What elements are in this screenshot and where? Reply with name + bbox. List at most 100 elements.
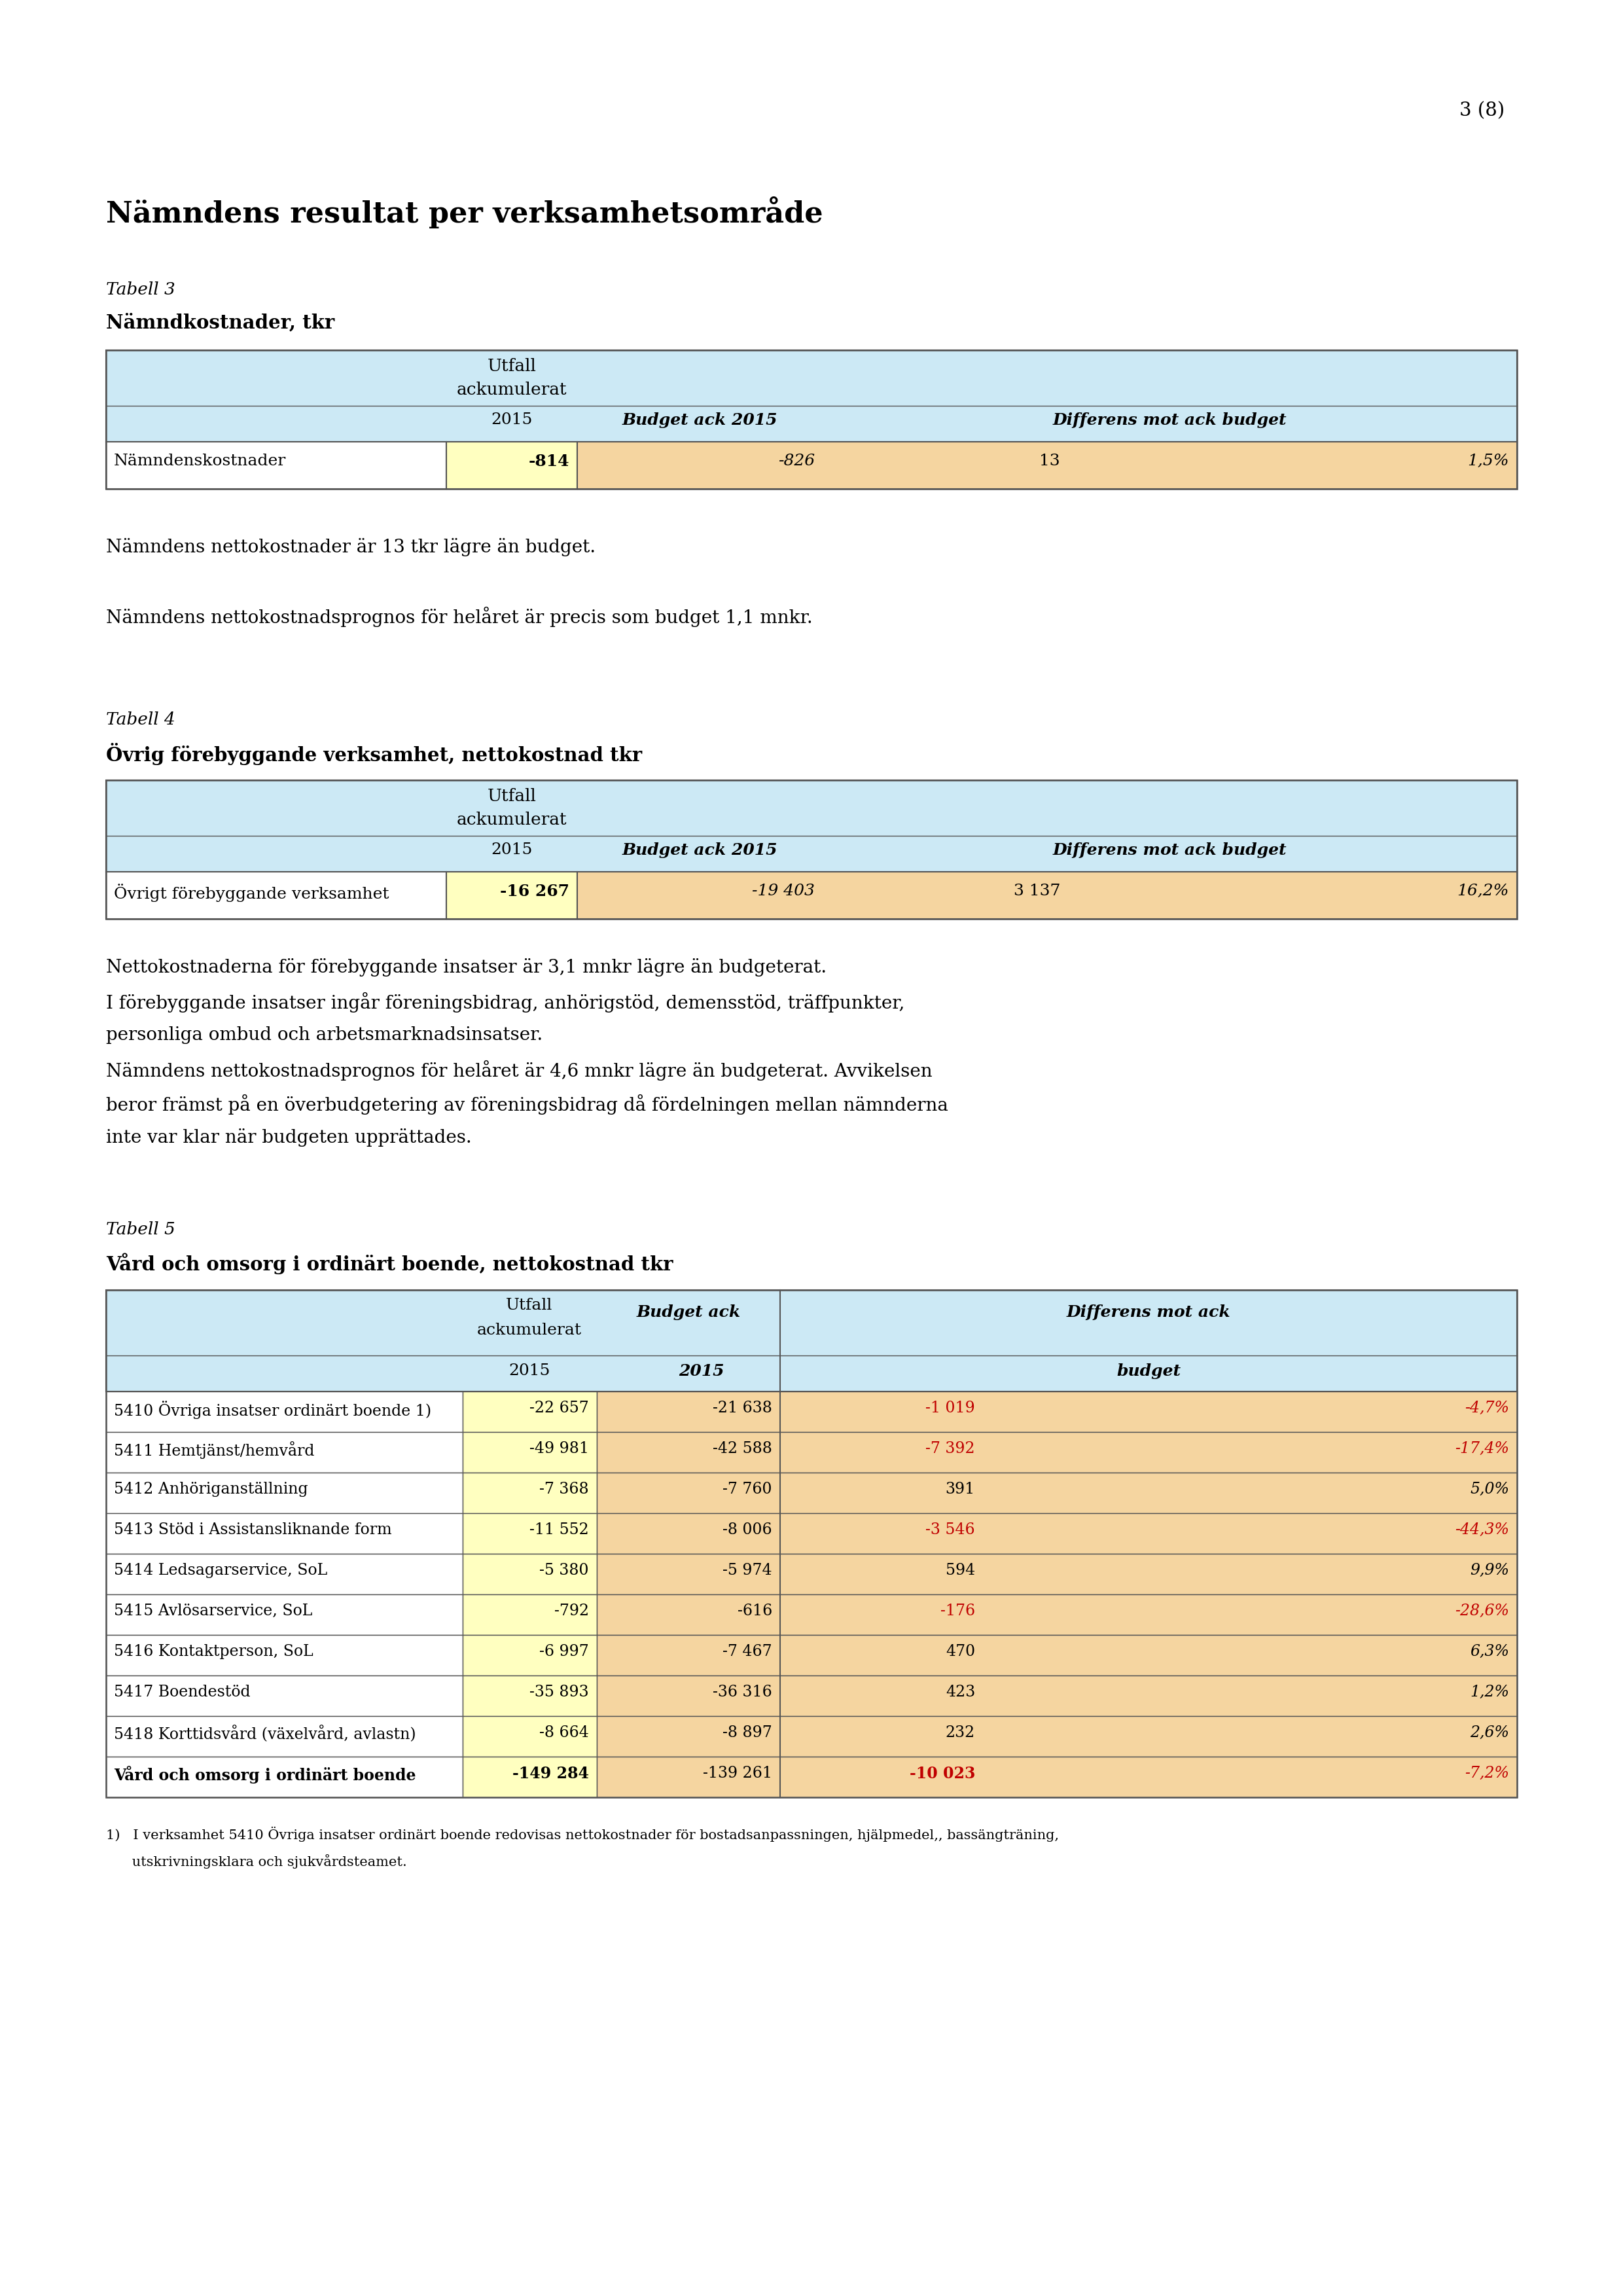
Bar — [597, 1593, 1518, 1635]
Text: -7 467: -7 467 — [722, 1644, 773, 1660]
Bar — [105, 1290, 1518, 1391]
Text: 5415 Avlösarservice, SoL: 5415 Avlösarservice, SoL — [114, 1603, 312, 1619]
Bar — [105, 1290, 1518, 1798]
Text: 5414 Ledsagarservice, SoL: 5414 Ledsagarservice, SoL — [114, 1564, 328, 1577]
Text: Övrig förebyggande verksamhet, nettokostnad tkr: Övrig förebyggande verksamhet, nettokost… — [105, 744, 643, 765]
Bar — [597, 1756, 1518, 1798]
Text: Differens mot ack budget: Differens mot ack budget — [1052, 843, 1287, 859]
Bar — [446, 441, 578, 489]
Text: -616: -616 — [737, 1603, 773, 1619]
Text: 3 (8): 3 (8) — [1459, 101, 1505, 119]
Text: 6,3%: 6,3% — [1470, 1644, 1509, 1660]
Text: 232: 232 — [946, 1724, 975, 1740]
Bar — [597, 1513, 1518, 1554]
Text: -35 893: -35 893 — [529, 1685, 589, 1699]
Bar — [463, 1513, 597, 1554]
Text: inte var klar när budgeten upprättades.: inte var klar när budgeten upprättades. — [105, 1127, 472, 1146]
Text: -149 284: -149 284 — [513, 1766, 589, 1782]
Text: -19 403: -19 403 — [751, 884, 815, 898]
Text: -8 664: -8 664 — [539, 1724, 589, 1740]
Bar — [578, 872, 1518, 918]
Text: -44,3%: -44,3% — [1454, 1522, 1509, 1538]
Bar — [105, 1715, 463, 1756]
Text: 5417 Boendestöd: 5417 Boendestöd — [114, 1685, 250, 1699]
Text: Tabell 4: Tabell 4 — [105, 712, 175, 728]
Text: 3 137: 3 137 — [1013, 884, 1060, 898]
Text: -8 897: -8 897 — [722, 1724, 773, 1740]
Bar — [597, 1433, 1518, 1472]
Text: Differens mot ack budget: Differens mot ack budget — [1052, 413, 1287, 427]
Text: 2015: 2015 — [508, 1364, 550, 1378]
Text: Vård och omsorg i ordinärt boende: Vård och omsorg i ordinärt boende — [114, 1766, 415, 1784]
Text: Utfall: Utfall — [487, 788, 536, 804]
Text: 5411 Hemtjänst/hemvård: 5411 Hemtjänst/hemvård — [114, 1442, 315, 1458]
Text: -826: -826 — [777, 455, 815, 468]
Text: budget: budget — [1117, 1364, 1180, 1380]
Text: personliga ombud och arbetsmarknadsinsatser.: personliga ombud och arbetsmarknadsinsat… — [105, 1026, 542, 1045]
Text: Utfall: Utfall — [506, 1297, 553, 1313]
Text: 2015: 2015 — [678, 1364, 724, 1380]
Text: -22 657: -22 657 — [529, 1401, 589, 1417]
Text: 2015: 2015 — [492, 843, 532, 856]
Bar — [105, 872, 446, 918]
Text: -42 588: -42 588 — [712, 1442, 773, 1456]
Text: Vård och omsorg i ordinärt boende, nettokostnad tkr: Vård och omsorg i ordinärt boende, netto… — [105, 1254, 674, 1274]
Text: 13: 13 — [1039, 455, 1060, 468]
Text: 16,2%: 16,2% — [1457, 884, 1509, 898]
Bar — [105, 1513, 463, 1554]
Text: 5410 Övriga insatser ordinärt boende 1): 5410 Övriga insatser ordinärt boende 1) — [114, 1401, 432, 1419]
Text: ackumulerat: ackumulerat — [477, 1322, 581, 1339]
Bar — [578, 441, 1518, 489]
Bar — [105, 1554, 463, 1593]
Text: I förebyggande insatser ingår föreningsbidrag, anhörigstöd, demensstöd, träffpun: I förebyggande insatser ingår föreningsb… — [105, 992, 904, 1013]
Text: ackumulerat: ackumulerat — [456, 810, 566, 829]
Text: 2,6%: 2,6% — [1470, 1724, 1509, 1740]
Bar — [105, 1756, 463, 1798]
Text: -36 316: -36 316 — [712, 1685, 773, 1699]
Text: utskrivningsklara och sjukvårdsteamet.: utskrivningsklara och sjukvårdsteamet. — [105, 1855, 407, 1869]
Text: 5416 Kontaktperson, SoL: 5416 Kontaktperson, SoL — [114, 1644, 313, 1660]
Text: Budget ack 2015: Budget ack 2015 — [622, 413, 777, 427]
Text: -7 392: -7 392 — [925, 1442, 975, 1456]
Bar — [446, 872, 578, 918]
Text: -176: -176 — [940, 1603, 975, 1619]
Text: -10 023: -10 023 — [909, 1766, 975, 1782]
Text: -4,7%: -4,7% — [1464, 1401, 1509, 1417]
Text: 1)   I verksamhet 5410 Övriga insatser ordinärt boende redovisas nettokostnader : 1) I verksamhet 5410 Övriga insatser ord… — [105, 1828, 1058, 1841]
Bar — [105, 1593, 463, 1635]
Text: -5 380: -5 380 — [539, 1564, 589, 1577]
Text: beror främst på en överbudgetering av föreningsbidrag då fördelningen mellan näm: beror främst på en överbudgetering av fö… — [105, 1095, 948, 1114]
Text: Budget ack: Budget ack — [636, 1304, 740, 1320]
Text: Budget ack 2015: Budget ack 2015 — [622, 843, 777, 859]
Text: 5412 Anhöriganställning: 5412 Anhöriganställning — [114, 1481, 308, 1497]
Text: Utfall: Utfall — [487, 358, 536, 374]
Text: Nämndens nettokostnadsprognos för helåret är 4,6 mnkr lägre än budgeterat. Avvik: Nämndens nettokostnadsprognos för helåre… — [105, 1061, 932, 1081]
Bar — [105, 1472, 463, 1513]
Text: -7 368: -7 368 — [539, 1481, 589, 1497]
Text: -21 638: -21 638 — [712, 1401, 773, 1417]
Bar — [463, 1756, 597, 1798]
Bar — [463, 1635, 597, 1676]
Text: 9,9%: 9,9% — [1470, 1564, 1509, 1577]
Bar — [105, 1391, 463, 1433]
Bar — [105, 1433, 463, 1472]
Text: -16 267: -16 267 — [500, 884, 570, 900]
Bar — [597, 1391, 1518, 1433]
Bar — [597, 1635, 1518, 1676]
Text: 1,5%: 1,5% — [1467, 455, 1509, 468]
Bar — [463, 1472, 597, 1513]
Text: -792: -792 — [553, 1603, 589, 1619]
Text: ackumulerat: ackumulerat — [456, 381, 566, 397]
Text: Tabell 3: Tabell 3 — [105, 282, 175, 298]
Text: 5,0%: 5,0% — [1470, 1481, 1509, 1497]
Text: 1,2%: 1,2% — [1470, 1685, 1509, 1699]
Text: 423: 423 — [946, 1685, 975, 1699]
Text: 470: 470 — [946, 1644, 975, 1660]
Bar — [463, 1593, 597, 1635]
Text: 594: 594 — [946, 1564, 975, 1577]
Bar — [463, 1715, 597, 1756]
Text: 5413 Stöd i Assistansliknande form: 5413 Stöd i Assistansliknande form — [114, 1522, 391, 1538]
Text: 5418 Korttidsvård (växelvård, avlastn): 5418 Korttidsvård (växelvård, avlastn) — [114, 1724, 415, 1743]
Bar — [105, 781, 1518, 918]
Text: 2015: 2015 — [492, 413, 532, 427]
